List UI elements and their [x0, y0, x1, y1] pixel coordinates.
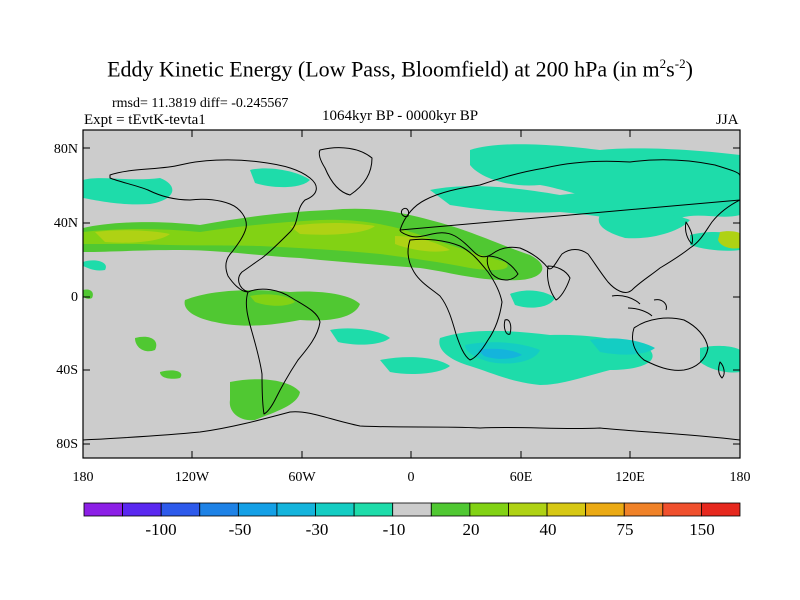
continent-south-america — [245, 288, 321, 415]
lat-label: 0 — [71, 290, 78, 305]
island-uk — [401, 207, 409, 217]
island-japan — [685, 221, 693, 245]
colorbar-label: -100 — [145, 520, 177, 539]
period-label: 1064kyr BP - 0000kyr BP — [322, 108, 479, 124]
colorbar-label: 75 — [616, 520, 634, 539]
axis-ticks — [83, 130, 740, 458]
anomaly-region — [510, 290, 555, 308]
experiment-label: Expt = tEvtK-tevta1 — [84, 112, 206, 128]
title-sup-1: 2 — [659, 56, 667, 71]
lat-label: 40S — [56, 363, 78, 378]
anomaly-region — [718, 231, 740, 249]
anomaly-region — [83, 178, 173, 205]
colorbar-swatch — [701, 502, 741, 517]
anomaly-region — [135, 336, 157, 352]
colorbar-label: -30 — [305, 520, 329, 539]
anomaly-region — [160, 370, 182, 379]
lon-label: 60W — [288, 470, 316, 485]
lon-label: 120W — [174, 470, 210, 485]
colorbar-swatch — [353, 502, 394, 517]
colorbar-swatch — [199, 502, 239, 517]
title-text-close: ) — [685, 56, 693, 82]
continent-north-america — [109, 159, 317, 293]
anomaly-region — [250, 168, 310, 188]
anomaly-region — [290, 223, 375, 235]
continent-arabia — [486, 255, 519, 281]
colorbar-label: -50 — [228, 520, 252, 539]
anomaly-region — [229, 379, 300, 421]
colorbar-swatch — [662, 502, 702, 517]
colorbar-swatch — [83, 502, 123, 517]
colorbar-swatch — [623, 502, 664, 517]
plot-title: Eddy Kinetic Energy (Low Pass, Bloomfiel… — [0, 56, 800, 82]
title-sup-2: -2 — [674, 56, 686, 71]
anomaly-region — [430, 176, 740, 221]
lon-label: 60E — [509, 470, 533, 485]
lat-label: 40N — [53, 216, 78, 231]
anomaly-region — [95, 230, 170, 243]
colorbar-label: 150 — [689, 520, 715, 539]
title-text-mid: s — [666, 56, 675, 82]
lon-label: 0 — [407, 470, 415, 485]
continent-australia — [631, 317, 709, 371]
anomaly-region — [598, 212, 690, 239]
lon-label: 180 — [729, 470, 751, 485]
islands-southeast-asia — [611, 295, 667, 317]
island-madagascar — [503, 319, 512, 335]
anomaly-region — [478, 348, 522, 359]
season-label: JJA — [716, 112, 739, 128]
colorbar-label: 40 — [539, 520, 557, 539]
continent-antarctica — [83, 411, 740, 441]
coastlines — [83, 147, 740, 441]
anomaly-region — [330, 328, 390, 345]
colorbar-swatch — [237, 502, 278, 517]
colorbar-label: -10 — [382, 520, 406, 539]
colorbar — [83, 502, 741, 517]
title-text: Eddy Kinetic Energy (Low Pass, Bloomfiel… — [107, 56, 660, 82]
anomaly-region — [590, 338, 655, 355]
colorbar-swatch — [315, 502, 355, 517]
anomaly-region — [83, 289, 93, 299]
colorbar-swatch — [160, 502, 201, 517]
lon-label: 120E — [615, 470, 645, 485]
colorbar-swatch — [276, 502, 316, 517]
anomaly-region — [250, 294, 295, 306]
continent-africa — [407, 238, 503, 361]
lon-label: 180 — [72, 470, 94, 485]
colorbar-swatch — [430, 502, 471, 517]
colorbar-swatch — [546, 502, 587, 517]
colorbar-label: 20 — [462, 520, 480, 539]
lat-label: 80S — [56, 437, 78, 452]
anomaly-region — [700, 345, 740, 373]
colorbar-swatch — [585, 502, 625, 517]
colorbar-swatch — [122, 502, 162, 517]
lat-label: 80N — [53, 142, 78, 157]
anomaly-field — [83, 130, 740, 458]
anomaly-region — [83, 260, 106, 271]
colorbar-swatch — [508, 502, 548, 517]
colorbar-swatch — [469, 502, 509, 517]
colorbar-swatch — [392, 502, 432, 517]
anomaly-region — [184, 290, 360, 326]
continent-india — [547, 265, 571, 301]
island-new-zealand — [718, 361, 725, 379]
continent-greenland — [318, 147, 373, 196]
stats-label: rmsd= 11.3819 diff= -0.245567 — [112, 96, 289, 111]
anomaly-region — [380, 357, 450, 374]
